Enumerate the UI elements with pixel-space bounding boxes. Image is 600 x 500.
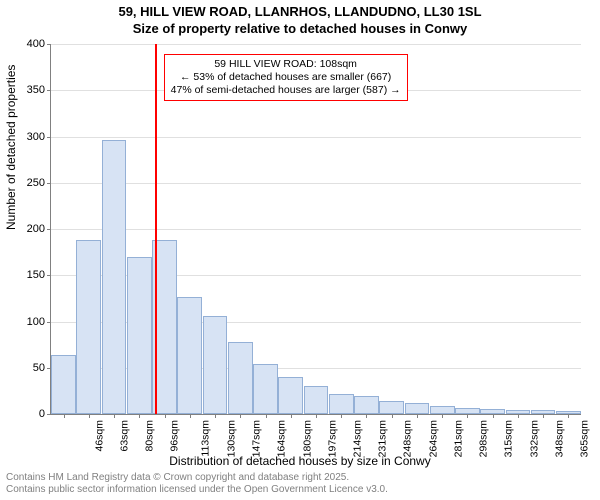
- y-tick-label: 350: [5, 84, 45, 96]
- x-tick-mark: [114, 414, 115, 418]
- x-tick-mark: [467, 414, 468, 418]
- plot-area: 05010015020025030035040046sqm63sqm80sqm9…: [50, 44, 581, 415]
- y-tick-mark: [47, 275, 51, 276]
- x-tick-mark: [417, 414, 418, 418]
- annotation-box: 59 HILL VIEW ROAD: 108sqm← 53% of detach…: [164, 54, 408, 101]
- x-axis-label: Distribution of detached houses by size …: [0, 454, 600, 468]
- x-tick-label: 180sqm: [301, 420, 313, 457]
- histogram-bar: [76, 240, 101, 414]
- x-tick-label: 113sqm: [199, 420, 211, 457]
- x-tick-label: 164sqm: [276, 420, 288, 457]
- reference-line: [155, 44, 157, 414]
- x-tick-label: 332sqm: [528, 420, 540, 457]
- x-tick-label: 197sqm: [326, 420, 338, 457]
- y-tick-mark: [47, 229, 51, 230]
- y-tick-label: 200: [5, 223, 45, 235]
- x-tick-label: 264sqm: [427, 420, 439, 457]
- x-tick-mark: [366, 414, 367, 418]
- x-tick-label: 248sqm: [402, 420, 414, 457]
- x-tick-label: 231sqm: [377, 420, 389, 457]
- x-tick-label: 214sqm: [351, 420, 363, 457]
- grid-line: [51, 229, 581, 230]
- x-tick-label: 96sqm: [169, 420, 181, 452]
- x-tick-label: 80sqm: [144, 420, 156, 452]
- y-tick-label: 250: [5, 177, 45, 189]
- page-subtitle: Size of property relative to detached ho…: [0, 21, 600, 36]
- annotation-line: 47% of semi-detached houses are larger (…: [171, 84, 401, 97]
- y-tick-label: 100: [5, 316, 45, 328]
- y-tick-label: 50: [5, 362, 45, 374]
- x-tick-mark: [392, 414, 393, 418]
- x-tick-label: 315sqm: [503, 420, 515, 457]
- histogram-bar: [253, 364, 278, 414]
- page-title: 59, HILL VIEW ROAD, LLANRHOS, LLANDUDNO,…: [0, 0, 600, 21]
- y-tick-mark: [47, 183, 51, 184]
- x-tick-label: 281sqm: [452, 420, 464, 457]
- x-tick-label: 63sqm: [118, 420, 130, 452]
- histogram-bar: [304, 386, 329, 414]
- x-tick-mark: [64, 414, 65, 418]
- x-tick-mark: [341, 414, 342, 418]
- histogram-bar: [102, 140, 127, 414]
- histogram-bar: [405, 403, 430, 414]
- x-tick-mark: [493, 414, 494, 418]
- x-tick-label: 298sqm: [478, 420, 490, 457]
- grid-line: [51, 137, 581, 138]
- x-tick-mark: [518, 414, 519, 418]
- footer-line-1: Contains HM Land Registry data © Crown c…: [6, 472, 388, 484]
- x-tick-label: 348sqm: [553, 420, 565, 457]
- histogram-bar: [278, 377, 303, 414]
- x-tick-mark: [215, 414, 216, 418]
- x-tick-mark: [316, 414, 317, 418]
- histogram-bar: [177, 297, 202, 414]
- x-tick-label: 130sqm: [225, 420, 237, 457]
- grid-line: [51, 44, 581, 45]
- histogram-bar: [379, 401, 404, 414]
- x-tick-mark: [190, 414, 191, 418]
- histogram-bar: [354, 396, 379, 415]
- x-tick-mark: [89, 414, 90, 418]
- histogram-bar: [430, 406, 455, 414]
- y-tick-mark: [47, 322, 51, 323]
- histogram-bar: [228, 342, 253, 414]
- annotation-line: 59 HILL VIEW ROAD: 108sqm: [171, 58, 401, 71]
- y-tick-label: 150: [5, 269, 45, 281]
- x-tick-mark: [442, 414, 443, 418]
- x-tick-mark: [240, 414, 241, 418]
- y-tick-mark: [47, 44, 51, 45]
- x-tick-mark: [568, 414, 569, 418]
- y-tick-mark: [47, 137, 51, 138]
- histogram-bar: [127, 257, 152, 414]
- y-tick-mark: [47, 414, 51, 415]
- y-tick-label: 300: [5, 131, 45, 143]
- y-tick-label: 400: [5, 38, 45, 50]
- grid-line: [51, 183, 581, 184]
- x-tick-mark: [543, 414, 544, 418]
- x-tick-mark: [291, 414, 292, 418]
- x-tick-label: 365sqm: [579, 420, 591, 457]
- x-tick-mark: [165, 414, 166, 418]
- x-tick-label: 147sqm: [250, 420, 262, 457]
- x-tick-mark: [266, 414, 267, 418]
- histogram-bar: [329, 394, 354, 414]
- histogram-bar: [203, 316, 228, 414]
- footer-attribution: Contains HM Land Registry data © Crown c…: [6, 472, 388, 496]
- x-tick-mark: [139, 414, 140, 418]
- footer-line-2: Contains public sector information licen…: [6, 484, 388, 496]
- y-tick-label: 0: [5, 408, 45, 420]
- annotation-line: ← 53% of detached houses are smaller (66…: [171, 71, 401, 84]
- y-tick-mark: [47, 90, 51, 91]
- x-tick-label: 46sqm: [93, 420, 105, 452]
- histogram-bar: [51, 355, 76, 414]
- chart-area: 05010015020025030035040046sqm63sqm80sqm9…: [50, 44, 580, 414]
